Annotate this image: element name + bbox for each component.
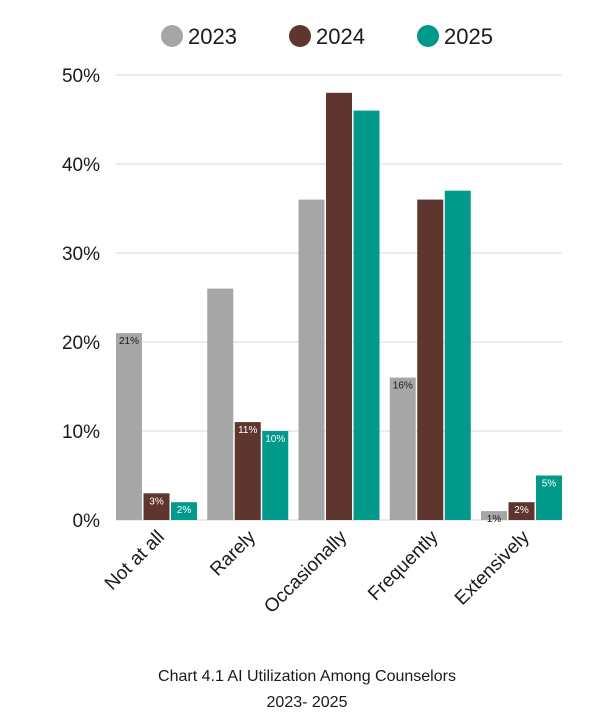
- y-tick-label-50: 50%: [62, 66, 100, 87]
- chart-title: Chart 4.1 AI Utilization Among Counselor…: [158, 668, 456, 685]
- bar-extensively-2024: [508, 502, 535, 520]
- legend: 2023 2024 2025: [161, 24, 493, 49]
- bar-rarely-2025: [262, 431, 289, 520]
- x-tick-label-extensively: Extensively: [451, 526, 534, 609]
- bar-occasionally-2025: [353, 110, 380, 520]
- chart-subtitle: 2023- 2025: [266, 694, 348, 711]
- legend-marker-2024: [289, 25, 311, 47]
- data-label-extensively-2024: 2%: [514, 505, 529, 516]
- bar-rarely-2023: [207, 288, 234, 520]
- x-tick-label-frequently: Frequently: [364, 526, 443, 605]
- bars: [116, 92, 562, 521]
- y-axis-ticks: 0% 10% 20% 30% 40% 50%: [62, 66, 100, 532]
- data-label-not-at-all-2025: 2%: [177, 505, 192, 516]
- legend-label-2024: 2024: [316, 24, 365, 49]
- legend-label-2023: 2023: [188, 24, 237, 49]
- data-label-not-at-all-2023: 21%: [119, 336, 139, 347]
- x-tick-label-not-at-all: Not at all: [101, 527, 169, 595]
- data-labels: 21% 3% 2% 11% 10% 16% 1% 2% 5%: [119, 336, 556, 525]
- y-tick-label-0: 0%: [73, 511, 101, 532]
- bar-extensively-2023: [481, 511, 507, 520]
- y-tick-label-10: 10%: [62, 422, 100, 443]
- bar-occasionally-2023: [298, 199, 325, 520]
- bar-frequently-2025: [444, 190, 471, 520]
- x-tick-label-occasionally: Occasionally: [260, 526, 351, 617]
- bar-not-at-all-2024: [143, 493, 170, 520]
- y-tick-label-20: 20%: [62, 333, 100, 354]
- data-label-frequently-2023: 16%: [393, 381, 413, 392]
- bar-extensively-2025: [536, 475, 562, 520]
- data-label-rarely-2025: 10%: [265, 434, 285, 445]
- bar-occasionally-2024: [326, 92, 352, 521]
- y-tick-label-40: 40%: [62, 155, 100, 176]
- data-label-extensively-2025: 5%: [542, 479, 557, 490]
- bar-not-at-all-2025: [171, 502, 197, 520]
- legend-marker-2023: [161, 25, 183, 47]
- bar-rarely-2024: [234, 422, 261, 520]
- legend-marker-2025: [417, 25, 439, 47]
- y-tick-label-30: 30%: [62, 244, 100, 265]
- x-tick-label-rarely: Rarely: [206, 526, 260, 580]
- bar-frequently-2024: [417, 199, 444, 520]
- bar-not-at-all-2023: [116, 333, 142, 520]
- bar-frequently-2023: [389, 377, 416, 520]
- legend-label-2025: 2025: [444, 24, 493, 49]
- data-label-not-at-all-2024: 3%: [149, 496, 164, 507]
- data-label-rarely-2024: 11%: [238, 425, 257, 436]
- x-axis-ticks: Not at all Rarely Occasionally Frequently Ex…: [101, 526, 534, 617]
- data-label-extensively-2023: 1%: [487, 514, 502, 525]
